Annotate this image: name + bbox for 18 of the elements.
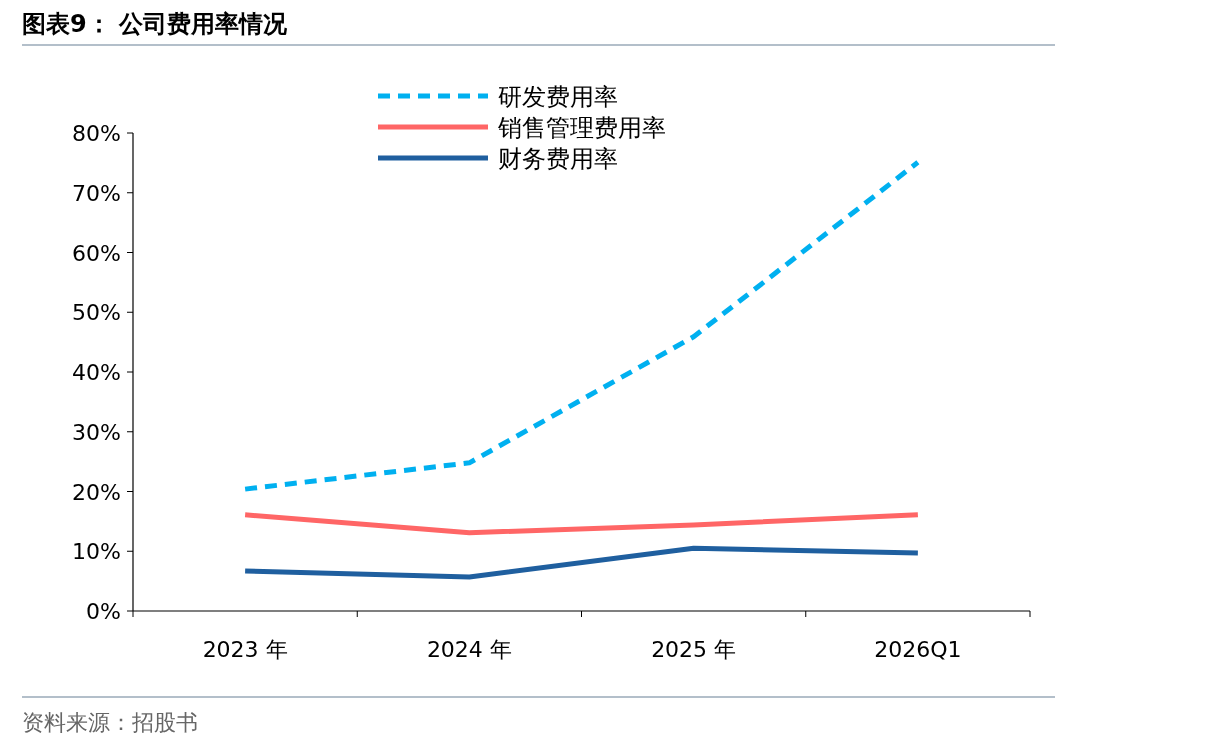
text: 资料来源：招股书 (22, 710, 198, 735)
x-tick-label: 2026Q1 (874, 637, 962, 662)
y-tick-label: 10% (72, 539, 121, 565)
y-tick-label: 40% (72, 360, 121, 385)
y-tick-label: 80% (72, 121, 121, 146)
x-tick-label: 2024 年 (426, 637, 512, 662)
y-tick-label: 0% (86, 599, 121, 624)
legend-label: 销售管理费用率 (497, 114, 666, 142)
y-tick-label: 60% (72, 240, 121, 266)
legend-label: 财务费用率 (498, 145, 618, 173)
legend-label: 研发费用率 (498, 83, 618, 111)
y-tick-label: 70% (72, 180, 121, 206)
y-tick-label: 20% (72, 479, 121, 505)
y-tick-label: 50% (72, 300, 121, 326)
chart-title: 图表9： 公司费用率情况 (22, 10, 289, 38)
x-tick-label: 2025 年 (651, 637, 737, 662)
y-tick-label: 30% (72, 419, 121, 445)
x-tick-label: 2023 年 (202, 637, 288, 662)
